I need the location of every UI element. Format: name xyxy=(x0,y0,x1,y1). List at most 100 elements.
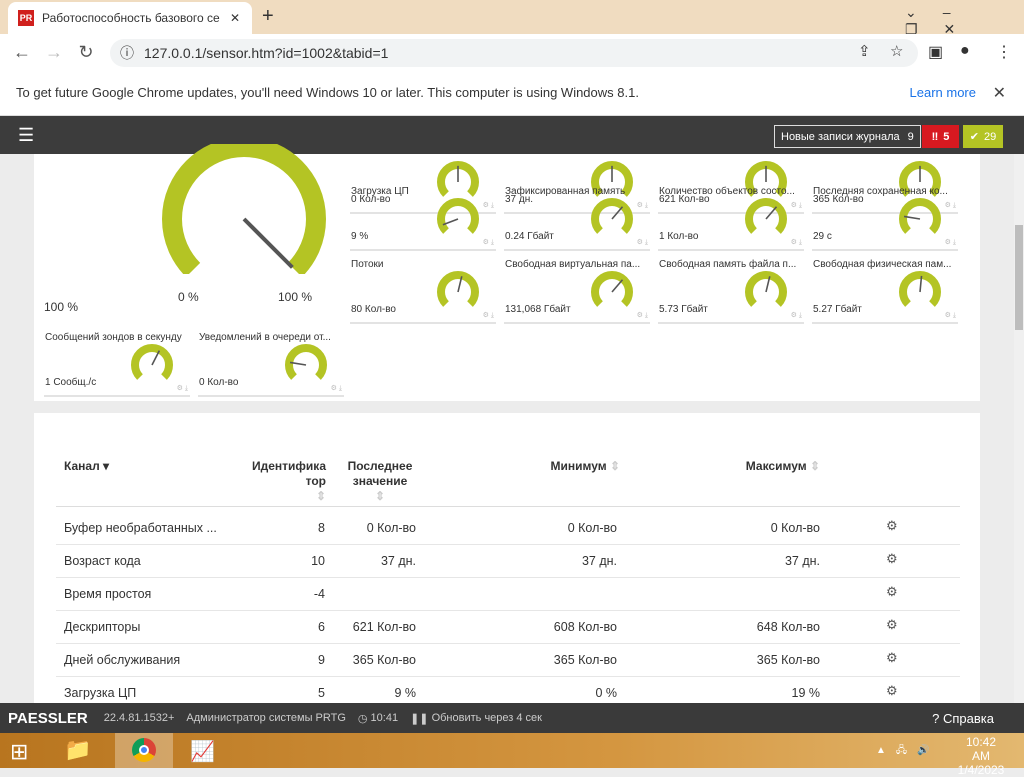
performance-monitor-icon[interactable]: 📈 xyxy=(190,741,215,763)
big-gauge-value: 100 % xyxy=(44,300,79,314)
learn-more-link[interactable]: Learn more xyxy=(909,85,976,100)
tab-close-icon[interactable]: ✕ xyxy=(230,11,241,25)
user-link[interactable]: Администратор системы PRTG xyxy=(186,712,346,724)
channel-name[interactable]: Дней обслуживания xyxy=(64,653,181,667)
gauge-arc xyxy=(899,161,941,197)
tile-settings-icon[interactable]: ⚙ ⤓ xyxy=(636,312,648,319)
gauge-tile[interactable]: Потоки 80 Кол-во ⚙ ⤓ xyxy=(350,256,496,324)
close-icon[interactable]: ✕ xyxy=(992,84,1006,102)
taskbar-clock[interactable]: 10:42 AM 1/4/2023 xyxy=(957,735,1005,777)
gauge-tile[interactable]: 37 дн. ⚙ ⤓ xyxy=(504,146,650,214)
col-header-id[interactable]: Идентифика тор ⇕ xyxy=(252,459,326,503)
mini-gauge xyxy=(437,271,479,307)
channel-settings-gear-icon[interactable]: ⚙ xyxy=(886,683,898,698)
reload-button[interactable]: ↻ xyxy=(78,41,94,62)
tile-value: 365 Кол-во xyxy=(813,194,864,205)
ok-sensors-badge[interactable]: ✔ 29 xyxy=(963,125,1003,148)
gauge-needle xyxy=(442,218,459,226)
col-header-last-value[interactable]: Последнее значение ⇕ xyxy=(347,459,413,503)
tile-value: 5.27 Гбайт xyxy=(813,304,862,315)
channel-name[interactable]: Время простоя xyxy=(64,587,152,601)
browser-tab[interactable]: PR Работоспособность базового се ✕ xyxy=(8,2,252,34)
address-bar[interactable]: ⓘ 127.0.0.1/sensor.htm?id=1002&tabid=1 xyxy=(110,39,918,67)
channel-name[interactable]: Дескрипторы xyxy=(64,620,141,634)
tile-settings-icon[interactable]: ⚙ ⤓ xyxy=(636,239,648,246)
tile-value: 0.24 Гбайт xyxy=(505,231,554,242)
gauge-tile[interactable]: Зафиксированная память 0.24 Гбайт ⚙ ⤓ xyxy=(504,183,650,251)
tile-settings-icon[interactable]: ⚙ ⤓ xyxy=(944,312,956,319)
new-log-entries-button[interactable]: Новые записи журнала 9 xyxy=(774,125,921,148)
help-link[interactable]: ? Справка xyxy=(932,710,994,726)
url-text: 127.0.0.1/sensor.htm?id=1002&tabid=1 xyxy=(144,45,389,61)
tile-settings-icon[interactable]: ⚙ ⤓ xyxy=(330,385,342,392)
page-scrollbar[interactable] xyxy=(1014,154,1024,703)
bookmark-star-icon[interactable]: ☆ xyxy=(890,43,904,60)
gauge-tile[interactable]: Последняя сохраненная ко... 29 с ⚙ ⤓ xyxy=(812,183,958,251)
max-value: 648 Кол-во xyxy=(756,620,820,634)
channel-settings-gear-icon[interactable]: ⚙ xyxy=(886,650,898,665)
gauge-tile[interactable]: Уведомлений в очереди от... 0 Кол-во ⚙ ⤓ xyxy=(198,329,344,397)
gauge-tile[interactable]: Количество объектов состо... 1 Кол-во ⚙ … xyxy=(658,183,804,251)
tile-value: 5.73 Гбайт xyxy=(659,304,708,315)
mini-gauge xyxy=(899,271,941,307)
col-header-max[interactable]: Максимум ⇕ xyxy=(745,459,820,473)
tile-settings-icon[interactable]: ⚙ ⤓ xyxy=(790,239,802,246)
table-row[interactable]: Время простоя -4 ⚙ xyxy=(56,578,960,611)
gauge-tile[interactable]: 621 Кол-во ⚙ ⤓ xyxy=(658,146,804,214)
new-tab-button[interactable]: + xyxy=(262,5,274,27)
tray-icons[interactable]: ▲🖧🔊 xyxy=(876,745,940,756)
gauge-tile[interactable]: Свободная физическая пам... 5.27 Гбайт ⚙… xyxy=(812,256,958,324)
tile-settings-icon[interactable]: ⚙ ⤓ xyxy=(790,202,802,209)
gauge-needle xyxy=(289,361,307,366)
profile-icon[interactable]: ● xyxy=(960,42,970,59)
gauge-tile[interactable]: Загрузка ЦП 9 % ⚙ ⤓ xyxy=(350,183,496,251)
tile-settings-icon[interactable]: ⚙ ⤓ xyxy=(482,239,494,246)
tile-settings-icon[interactable]: ⚙ ⤓ xyxy=(790,312,802,319)
channel-name[interactable]: Загрузка ЦП xyxy=(64,686,137,700)
scrollbar-thumb[interactable] xyxy=(1015,225,1023,330)
pause-icon[interactable]: ❚❚ xyxy=(410,712,432,725)
hamburger-menu-icon[interactable]: ☰ xyxy=(18,125,35,145)
table-row[interactable]: Дней обслуживания 9 365 Кол-во 365 Кол-в… xyxy=(56,644,960,677)
table-row[interactable]: Буфер необработанных ... 8 0 Кол-во 0 Ко… xyxy=(56,512,960,545)
gauge-arc xyxy=(131,344,173,380)
chrome-taskbar-button[interactable] xyxy=(115,733,173,768)
menu-kebab-icon[interactable]: ⋮ xyxy=(996,44,1012,61)
file-explorer-icon[interactable]: 📁 xyxy=(64,737,92,762)
back-button[interactable]: ← xyxy=(13,41,31,62)
gauge-needle xyxy=(765,206,778,220)
min-value: 0 Кол-во xyxy=(567,521,617,535)
tile-settings-icon[interactable]: ⚙ ⤓ xyxy=(482,312,494,319)
gauge-tile[interactable]: Свободная память файла п... 5.73 Гбайт ⚙… xyxy=(658,256,804,324)
share-icon[interactable]: ⇪ xyxy=(858,43,871,60)
gauge-tile[interactable]: Сообщений зондов в секунду 1 Сообщ./с ⚙ … xyxy=(44,329,190,397)
windows-start-icon[interactable]: ⊞ xyxy=(10,739,29,764)
channel-settings-gear-icon[interactable]: ⚙ xyxy=(886,617,898,632)
tile-settings-icon[interactable]: ⚙ ⤓ xyxy=(482,202,494,209)
forward-button[interactable]: → xyxy=(45,41,63,62)
gauge-arc xyxy=(745,198,787,234)
channel-settings-gear-icon[interactable]: ⚙ xyxy=(886,584,898,599)
tile-settings-icon[interactable]: ⚙ ⤓ xyxy=(176,385,188,392)
tile-settings-icon[interactable]: ⚙ ⤓ xyxy=(636,202,648,209)
col-header-channel[interactable]: Канал ▾ xyxy=(64,459,110,473)
window-controls[interactable]: ⌄–❐✕ xyxy=(905,4,982,37)
channel-settings-gear-icon[interactable]: ⚙ xyxy=(886,551,898,566)
gauge-tile[interactable]: 365 Кол-во ⚙ ⤓ xyxy=(812,146,958,214)
table-row[interactable]: Возраст кода 10 37 дн. 37 дн. 37 дн. ⚙ xyxy=(56,545,960,578)
tile-settings-icon[interactable]: ⚙ ⤓ xyxy=(944,202,956,209)
channel-settings-gear-icon[interactable]: ⚙ xyxy=(886,518,898,533)
mini-gauge xyxy=(285,344,327,380)
refresh-countdown[interactable]: Обновить через 4 сек xyxy=(431,712,542,724)
table-row[interactable]: Дескрипторы 6 621 Кол-во 608 Кол-во 648 … xyxy=(56,611,960,644)
col-header-min[interactable]: Минимум ⇕ xyxy=(550,459,620,473)
channel-name[interactable]: Буфер необработанных ... xyxy=(64,521,217,535)
info-icon[interactable]: ⓘ xyxy=(120,45,134,61)
error-alarms-badge[interactable]: ‼ 5 xyxy=(922,125,959,148)
alert-icon: ‼ xyxy=(931,130,939,143)
sidebar-toggle-icon[interactable]: ▣ xyxy=(928,44,944,61)
channel-name[interactable]: Возраст кода xyxy=(64,554,141,568)
tile-settings-icon[interactable]: ⚙ ⤓ xyxy=(944,239,956,246)
gauge-tile[interactable]: Свободная виртуальная па... 131,068 Гбай… xyxy=(504,256,650,324)
gauge-tile[interactable]: 0 Кол-во ⚙ ⤓ xyxy=(350,146,496,214)
